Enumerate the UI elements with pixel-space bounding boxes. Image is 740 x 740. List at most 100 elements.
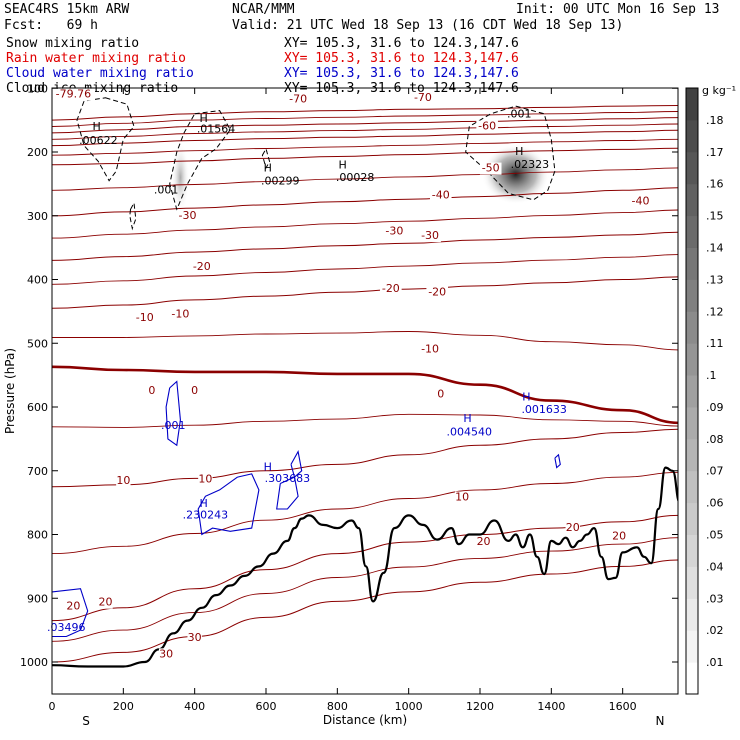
isotherm-30 bbox=[52, 559, 678, 663]
colorbar-segment bbox=[686, 534, 698, 567]
isotherm-10 bbox=[52, 428, 678, 488]
contour-label-bg bbox=[176, 209, 199, 222]
contour-label-bg bbox=[383, 225, 406, 238]
model-title: SEAC4RS 15km ARW bbox=[4, 2, 130, 17]
cloud-water-contour bbox=[165, 380, 181, 447]
colorbar-segment bbox=[686, 502, 698, 536]
ice-shade-blob-east bbox=[481, 144, 550, 205]
valid-time: Valid: 21 UTC Wed 18 Sep 13 (16 CDT Wed … bbox=[232, 18, 624, 33]
isotherm-minus40 bbox=[52, 147, 678, 166]
colorbar-segment bbox=[686, 88, 698, 121]
colorbar-unit: g kg⁻¹ bbox=[702, 84, 736, 97]
isotherm-intermediate bbox=[52, 413, 678, 428]
field-cloudwater-name: Cloud water mixing ratio bbox=[6, 66, 194, 81]
contour-label-bg bbox=[437, 388, 445, 401]
isotherm-minus30 bbox=[52, 187, 678, 217]
colorbar-tick-label: .06 bbox=[706, 497, 724, 510]
cloud-water-contours bbox=[52, 380, 561, 638]
isotherm-label: 0 bbox=[148, 384, 155, 397]
contour-label-bg bbox=[476, 536, 491, 549]
isotherm-label: 30 bbox=[159, 647, 173, 660]
colorbar-segment bbox=[686, 470, 698, 504]
colorbar-segment bbox=[686, 151, 698, 185]
cloud-ice-max-label: .00028 bbox=[336, 171, 375, 184]
isotherm-label: -10 bbox=[171, 308, 189, 321]
isotherm-label: -10 bbox=[136, 311, 154, 324]
colorbar-tick-label: .07 bbox=[706, 465, 724, 478]
contour-label-bg bbox=[565, 522, 580, 535]
colorbar-tick-label: .04 bbox=[706, 560, 724, 573]
colorbar-segment bbox=[686, 566, 698, 599]
cloud-ice-max-label: .00622 bbox=[79, 134, 118, 147]
colorbar: .01 .02 .03 .04 .05 .06 .07 .08 .09 .1 .11 .12 .13 .1… bbox=[685, 84, 736, 695]
max-marker-h: H bbox=[199, 497, 207, 510]
contour-label-bg bbox=[148, 385, 156, 398]
cloud-water-max-label: .03496 bbox=[47, 621, 86, 634]
cloud-ice-max-label: .001 bbox=[507, 107, 532, 120]
field-snow-xy: XY= 105.3, 31.6 to 124.3,147.6 bbox=[284, 36, 519, 51]
y-tick-label: 700 bbox=[27, 465, 48, 478]
cloud-ice-max-label: .001 bbox=[154, 183, 179, 196]
isotherm-intermediate bbox=[52, 471, 678, 555]
contour-label-bg bbox=[158, 648, 174, 661]
isotherm-label: -30 bbox=[385, 225, 403, 238]
cloud-water-contour bbox=[52, 588, 89, 638]
cloud-ice-contour bbox=[261, 147, 271, 170]
cloud-ice-contour bbox=[465, 105, 556, 201]
cloud-ice-max-label: .02323 bbox=[511, 158, 550, 171]
x-tick-label: 600 bbox=[256, 700, 277, 713]
max-marker-h: H bbox=[264, 162, 272, 175]
cloud-water-max-label: .230243 bbox=[183, 508, 229, 521]
x-tick-label: 1400 bbox=[537, 700, 565, 713]
isotherm-label: 20 bbox=[99, 596, 113, 609]
contour-label-bg bbox=[51, 88, 95, 101]
colorbar-segment bbox=[686, 119, 698, 153]
field-rain-xy: XY= 105.3, 31.6 to 124.3,147.6 bbox=[284, 51, 519, 66]
contour-label-bg bbox=[629, 195, 652, 208]
x-tick-label: 1600 bbox=[609, 700, 637, 713]
y-tick-label: 600 bbox=[27, 401, 48, 414]
cloud-water-contour bbox=[276, 476, 299, 510]
terrain-profile bbox=[52, 466, 678, 668]
colorbar-tick-label: .13 bbox=[706, 273, 724, 286]
max-marker-h: H bbox=[199, 112, 207, 125]
cloud-water-max-label: .001 bbox=[161, 419, 186, 432]
cloud-ice-max-label: .00299 bbox=[261, 174, 300, 187]
contour-label-bg bbox=[287, 93, 309, 106]
x-tick-label: 200 bbox=[113, 700, 134, 713]
contour-label-bg bbox=[191, 385, 199, 398]
colorbar-tick-label: .16 bbox=[706, 178, 724, 191]
init-time: Init: 00 UTC Mon 16 Sep 13 bbox=[516, 2, 720, 17]
contour-label-bg bbox=[419, 230, 441, 243]
x-end-label-right: N bbox=[656, 714, 665, 728]
isotherm-0 bbox=[52, 365, 678, 425]
isotherm-label: -40 bbox=[432, 188, 450, 201]
contour-label-bg bbox=[66, 600, 81, 613]
isotherm-label: 20 bbox=[477, 535, 491, 548]
colorbar-tick-label: .17 bbox=[706, 146, 724, 159]
colorbar-segment bbox=[686, 598, 698, 631]
colorbar-segment bbox=[686, 183, 698, 217]
isotherm-intermediate bbox=[52, 111, 678, 127]
colorbar-tick-label: .12 bbox=[706, 305, 724, 318]
x-tick-label: 1200 bbox=[466, 700, 494, 713]
isotherm-intermediate bbox=[52, 254, 678, 285]
isotherm-minus60 bbox=[52, 117, 678, 134]
isotherm-label: -20 bbox=[428, 285, 446, 298]
contour-label-bg bbox=[187, 631, 202, 644]
max-marker-h: H bbox=[522, 390, 530, 403]
contour-label-bg bbox=[116, 474, 131, 487]
terrain-line bbox=[52, 466, 678, 668]
colorbar-tick-label: .18 bbox=[706, 114, 724, 127]
contour-label-bg bbox=[429, 189, 452, 202]
contour-label-bg bbox=[611, 530, 627, 543]
isotherm-label: 10 bbox=[198, 473, 212, 486]
contour-label-bg bbox=[133, 311, 156, 324]
y-tick-label: 300 bbox=[27, 210, 48, 223]
max-marker-h: H bbox=[515, 145, 523, 158]
plot-frame bbox=[51, 87, 679, 695]
colorbar-segment bbox=[686, 375, 698, 408]
isotherm-label: -40 bbox=[632, 195, 650, 208]
colorbar-tick-label: .15 bbox=[706, 210, 724, 223]
x-tick-label: 800 bbox=[327, 700, 348, 713]
